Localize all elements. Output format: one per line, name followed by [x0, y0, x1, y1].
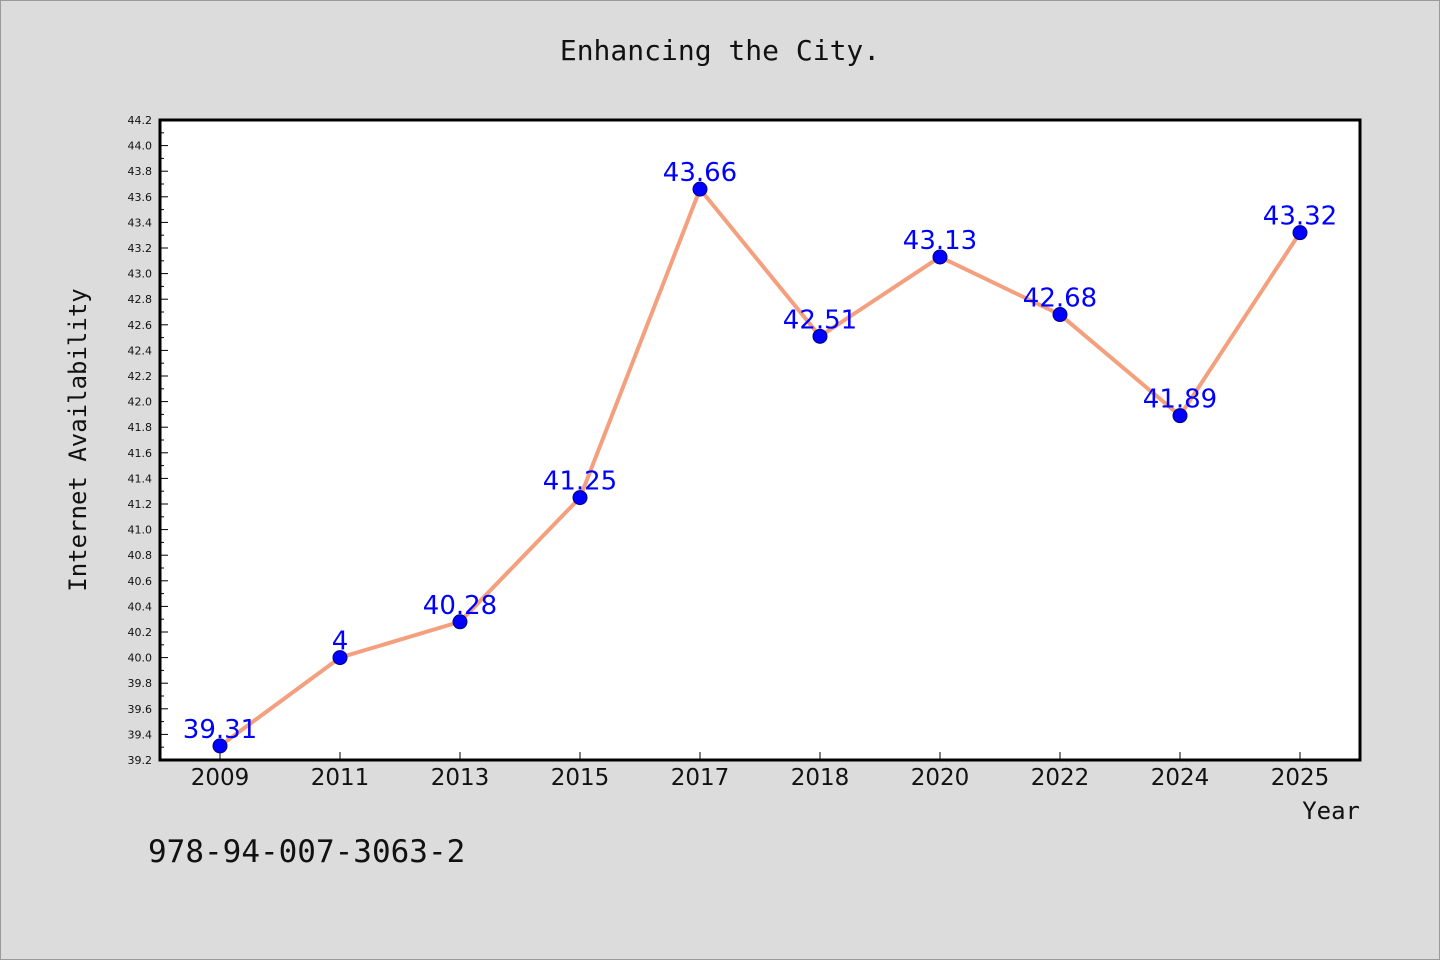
y-tick-label: 44.2 — [128, 114, 153, 127]
y-tick-label: 43.6 — [128, 191, 153, 204]
data-point — [692, 181, 708, 197]
y-tick-label: 40.6 — [128, 575, 153, 588]
data-label: 41.89 — [1143, 385, 1217, 415]
x-tick-label: 2011 — [311, 765, 370, 791]
y-tick-label: 40.8 — [128, 549, 153, 562]
y-tick-label: 41.2 — [128, 498, 153, 511]
y-tick-label: 41.4 — [128, 472, 153, 485]
x-tick-label: 2020 — [911, 765, 970, 791]
x-tick-label: 2013 — [431, 765, 490, 791]
x-tick-label: 2018 — [791, 765, 850, 791]
y-tick-label: 43.4 — [128, 216, 153, 229]
data-label: 39.31 — [183, 715, 257, 745]
x-tick-label: 2022 — [1031, 765, 1090, 791]
y-tick-label: 42.2 — [128, 370, 153, 383]
y-tick-label: 39.2 — [128, 754, 153, 767]
data-point — [1172, 408, 1188, 424]
x-axis-label: Year — [1302, 797, 1360, 825]
y-tick-label: 39.8 — [128, 677, 153, 690]
x-tick-label: 2024 — [1151, 765, 1210, 791]
footnote-isbn: 978-94-007-3063-2 — [148, 834, 466, 870]
data-point — [812, 328, 828, 344]
y-axis: 39.2 39.4 39.6 39.8 40.0 40.2 40.4 40.6 40.8 41.0… — [128, 114, 168, 767]
x-axis: 2009 2011 2013 2015 2017 2018 2020 2022 2024 2025 — [191, 752, 1330, 791]
data-label: 43.32 — [1263, 202, 1337, 232]
data-label: 42.51 — [783, 305, 857, 335]
series-line — [218, 187, 1302, 748]
x-tick-label: 2025 — [1271, 765, 1330, 791]
y-tick-label: 43.8 — [128, 165, 153, 178]
y-tick-label: 39.4 — [128, 728, 153, 741]
y-tick-label: 41.6 — [128, 447, 153, 460]
data-label: 41.25 — [543, 467, 617, 497]
x-tick-label: 2015 — [551, 765, 610, 791]
y-tick-label: 42.4 — [128, 344, 153, 357]
data-label: 42.68 — [1023, 284, 1097, 314]
data-point — [212, 738, 228, 754]
y-tick-label: 39.6 — [128, 703, 153, 716]
y-tick-label: 43.2 — [128, 242, 153, 255]
y-tick-label: 42.8 — [128, 293, 153, 306]
y-tick-label: 41.8 — [128, 421, 153, 434]
x-tick-label: 2017 — [671, 765, 730, 791]
y-tick-label: 40.2 — [128, 626, 153, 639]
data-label: 40.28 — [423, 591, 497, 621]
data-point — [572, 490, 588, 506]
y-tick-label: 42.6 — [128, 319, 153, 332]
y-tick-label: 40.4 — [128, 600, 153, 613]
y-tick-label: 43.0 — [128, 268, 153, 281]
data-point — [1052, 307, 1068, 323]
data-label: 4 — [332, 627, 349, 657]
data-label: 43.13 — [903, 226, 977, 256]
y-axis-label: Internet Availability — [64, 288, 92, 591]
data-point — [452, 614, 468, 630]
data-point — [1292, 225, 1308, 241]
y-tick-label: 40.0 — [128, 652, 153, 665]
data-label: 43.66 — [663, 158, 737, 188]
chart-title: Enhancing the City. — [559, 34, 881, 67]
data-point — [932, 249, 948, 265]
y-tick-label: 42.0 — [128, 396, 153, 409]
y-tick-label: 41.0 — [128, 524, 153, 537]
y-tick-label: 44.0 — [128, 140, 153, 153]
data-point — [332, 650, 348, 666]
x-tick-label: 2009 — [191, 765, 250, 791]
